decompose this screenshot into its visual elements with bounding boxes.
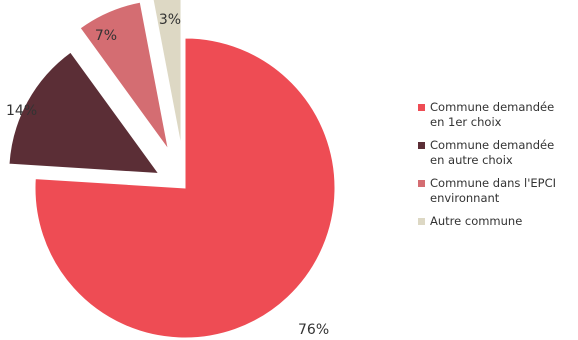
legend-swatch-slice-2 (418, 180, 425, 187)
data-label-slice-0: 76% (298, 322, 329, 338)
legend-item-slice-1: Commune demandée en autre choix (418, 138, 578, 168)
data-label-slice-1: 14% (6, 103, 37, 119)
legend-item-slice-2: Commune dans l'EPCI environnant (418, 176, 578, 206)
pie-slice-0 (34, 37, 336, 339)
pie-slice-1 (8, 51, 160, 175)
legend-item-slice-3: Autre commune (418, 214, 578, 229)
legend-swatch-slice-0 (418, 104, 425, 111)
legend-label-slice-0: Commune demandée en 1er choix (430, 100, 555, 129)
legend-label-slice-3: Autre commune (430, 214, 523, 228)
pie-data-labels: 76% 14% 7% 3% (6, 12, 329, 338)
pie-slice-2 (79, 1, 169, 150)
legend-label-slice-1: Commune demandée en autre choix (430, 138, 555, 167)
legend-item-slice-0: Commune demandée en 1er choix (418, 100, 578, 130)
data-label-slice-3: 3% (159, 12, 181, 28)
data-label-slice-2: 7% (95, 28, 117, 44)
legend-swatch-slice-1 (418, 142, 425, 149)
pie-slices (8, 0, 336, 339)
pie-slice-3 (152, 0, 182, 147)
legend-label-slice-2: Commune dans l'EPCI environnant (430, 176, 557, 205)
chart-legend: Commune demandée en 1er choix Commune de… (418, 100, 578, 237)
legend-swatch-slice-3 (418, 218, 425, 225)
